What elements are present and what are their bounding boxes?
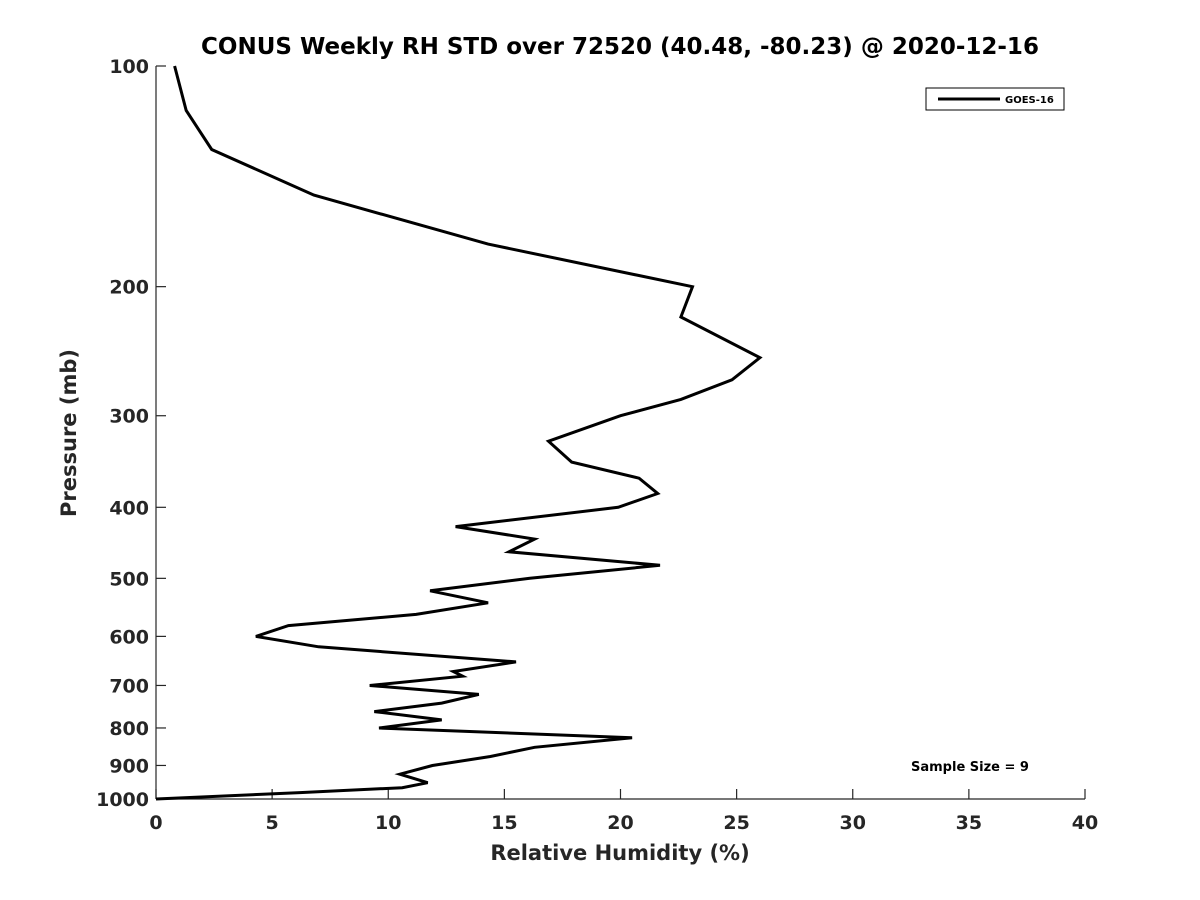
x-tick-label: 5 (266, 812, 279, 834)
y-tick-label: 700 (109, 675, 149, 697)
y-tick-label: 100 (109, 56, 149, 78)
y-tick-label: 600 (109, 626, 149, 648)
axis-ticks: 0 5 10 15 20 25 30 35 40 100 200 300 400 500 600 700 800… (96, 56, 1098, 834)
x-axis-label: Relative Humidity (%) (490, 841, 749, 865)
x-tick-label: 40 (1072, 812, 1098, 834)
legend: GOES-16 (925, 87, 1065, 111)
y-tick-label: 900 (109, 755, 149, 777)
chart-title: CONUS Weekly RH STD over 72520 (40.48, -… (201, 34, 1039, 60)
x-tick-label: 25 (723, 812, 749, 834)
series-group (155, 65, 763, 801)
x-tick-label: 15 (491, 812, 517, 834)
y-tick-label: 500 (109, 568, 149, 590)
x-tick-label: 10 (375, 812, 401, 834)
legend-label: GOES-16 (1005, 95, 1054, 106)
y-tick-label: 1000 (96, 789, 149, 811)
sample-size-annotation: Sample Size = 9 (911, 760, 1029, 775)
series-line-goes-16 (155, 65, 763, 801)
y-tick-label: 200 (109, 277, 149, 299)
x-tick-label: 0 (149, 812, 162, 834)
x-tick-label: 35 (956, 812, 982, 834)
x-tick-label: 30 (840, 812, 866, 834)
y-tick-label: 800 (109, 718, 149, 740)
y-tick-label: 400 (109, 497, 149, 519)
x-tick-label: 20 (607, 812, 633, 834)
y-tick-label: 300 (109, 406, 149, 428)
y-axis-label: Pressure (mb) (57, 349, 81, 517)
